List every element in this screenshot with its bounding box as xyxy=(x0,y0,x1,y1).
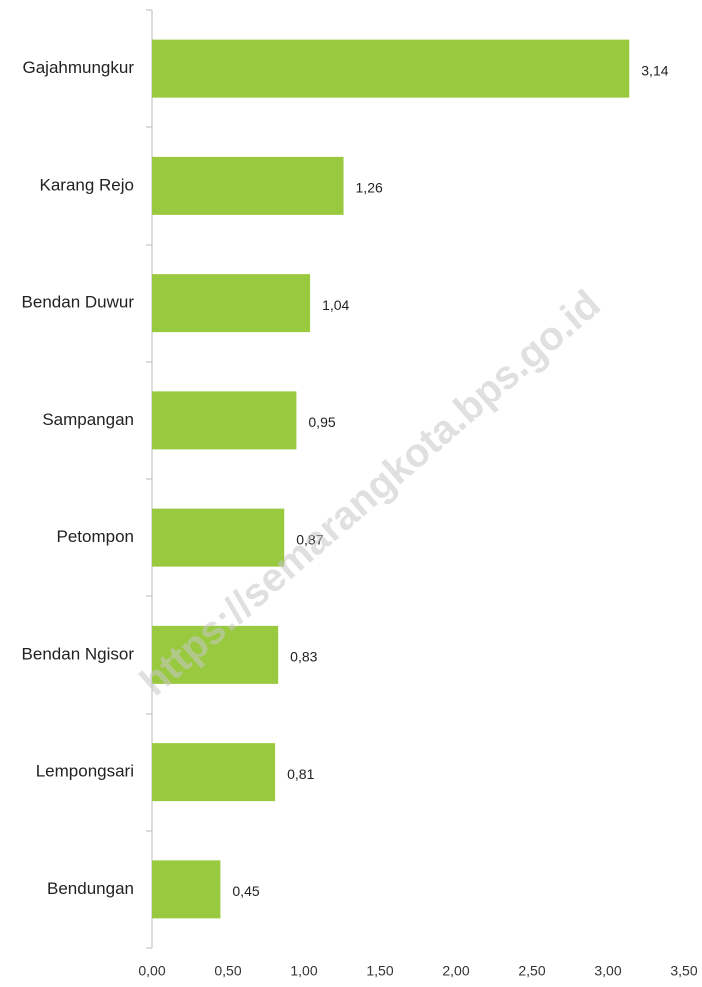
value-label: 0,45 xyxy=(232,883,259,899)
axis xyxy=(146,9,153,949)
bar xyxy=(152,743,276,802)
bar xyxy=(152,860,221,919)
y-tick-label: Bendan Duwur xyxy=(22,293,135,312)
x-tick-label: 1,00 xyxy=(290,963,317,979)
x-tick-label: 0,50 xyxy=(214,963,241,979)
x-tick-label: 2,50 xyxy=(518,963,545,979)
y-tick-label: Karang Rejo xyxy=(39,175,134,194)
value-label: 1,26 xyxy=(356,180,383,196)
y-tick-label: Bendungan xyxy=(47,879,134,898)
x-tick-label: 1,50 xyxy=(366,963,393,979)
x-tick-label: 3,50 xyxy=(670,963,697,979)
y-tick-label: Sampangan xyxy=(42,410,134,429)
x-tick-label: 0,00 xyxy=(138,963,165,979)
y-tick-label: Petompon xyxy=(57,527,135,546)
watermark: https://semarangkota.bps.go.id xyxy=(132,282,609,705)
bar xyxy=(152,625,279,684)
bar xyxy=(152,39,630,98)
bar xyxy=(152,391,297,450)
value-label: 1,04 xyxy=(322,297,349,313)
bar xyxy=(152,508,285,567)
bar xyxy=(152,274,311,333)
x-tick-label: 2,00 xyxy=(442,963,469,979)
value-label: 0,81 xyxy=(287,766,314,782)
value-label: 0,83 xyxy=(290,649,317,665)
y-tick-label: Gajahmungkur xyxy=(22,58,134,77)
value-label: 0,95 xyxy=(308,414,335,430)
value-label: 3,14 xyxy=(641,62,668,78)
value-label: 0,87 xyxy=(296,531,323,547)
x-tick-label: 3,00 xyxy=(594,963,621,979)
y-tick-label: Bendan Ngisor xyxy=(22,644,135,663)
bar xyxy=(152,156,344,215)
y-tick-label: Lempongsari xyxy=(36,762,134,781)
